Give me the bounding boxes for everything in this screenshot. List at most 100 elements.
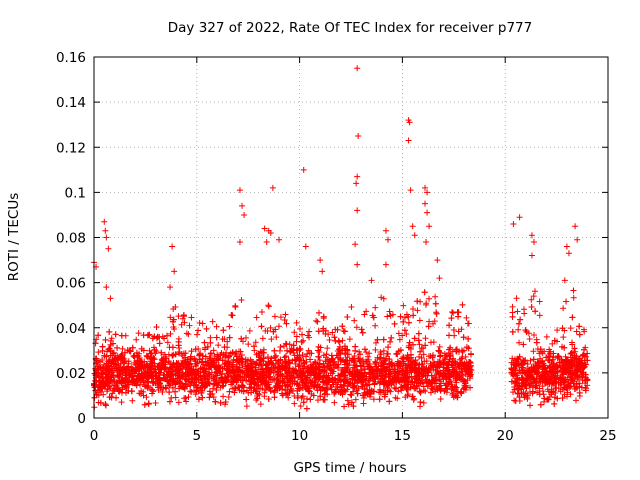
data-point	[376, 396, 383, 403]
data-point	[354, 261, 361, 268]
data-point	[143, 352, 150, 359]
data-point	[165, 369, 172, 376]
data-point	[191, 371, 198, 378]
data-point	[395, 388, 402, 395]
data-point	[385, 370, 392, 377]
data-point	[293, 338, 300, 345]
data-point	[175, 313, 182, 320]
data-point	[581, 346, 588, 353]
data-point	[378, 367, 385, 374]
data-point	[432, 388, 439, 395]
data-point	[510, 220, 517, 227]
data-point	[235, 358, 242, 365]
data-point	[434, 257, 441, 264]
data-point	[303, 374, 310, 381]
data-point	[415, 330, 422, 337]
data-point	[528, 232, 535, 239]
data-point	[172, 388, 179, 395]
data-point	[467, 384, 474, 391]
y-tick-label: 0.12	[56, 140, 86, 156]
data-point	[411, 379, 418, 386]
data-point	[126, 374, 133, 381]
data-point	[328, 384, 335, 391]
data-point	[451, 332, 458, 339]
data-point	[200, 369, 207, 376]
data-point	[417, 399, 424, 406]
data-point	[452, 346, 459, 353]
data-point	[455, 363, 462, 370]
data-point	[233, 353, 240, 360]
data-point	[100, 361, 107, 368]
data-point	[265, 395, 272, 402]
data-point	[312, 369, 319, 376]
data-point	[508, 378, 515, 385]
data-point	[172, 394, 179, 401]
data-point	[169, 243, 176, 250]
data-point	[150, 368, 157, 375]
data-point	[422, 184, 429, 191]
data-point	[461, 360, 468, 367]
data-point	[263, 383, 270, 390]
data-point	[567, 380, 574, 387]
data-point	[296, 362, 303, 369]
data-point	[299, 378, 306, 385]
data-point	[254, 393, 261, 400]
data-point	[315, 363, 322, 370]
data-point	[114, 372, 121, 379]
data-point	[174, 360, 181, 367]
y-tick-label: 0.02	[56, 366, 86, 382]
data-point	[261, 225, 268, 232]
data-point	[320, 396, 327, 403]
data-point	[116, 368, 123, 375]
data-point	[138, 345, 145, 352]
data-point	[405, 137, 412, 144]
data-point	[320, 373, 327, 380]
data-point	[300, 360, 307, 367]
data-point	[467, 372, 474, 379]
data-point	[267, 324, 274, 331]
data-point	[366, 350, 373, 357]
data-point	[263, 369, 270, 376]
data-point	[192, 363, 199, 370]
data-point	[465, 345, 472, 352]
data-point	[572, 348, 579, 355]
data-point	[99, 357, 106, 364]
data-point	[344, 358, 351, 365]
data-point	[584, 357, 591, 364]
data-point	[108, 335, 115, 342]
data-point	[436, 371, 443, 378]
data-point	[207, 391, 214, 398]
data-point	[563, 243, 570, 250]
data-point	[543, 333, 550, 340]
data-point	[196, 352, 203, 359]
data-point	[284, 375, 291, 382]
data-point	[279, 372, 286, 379]
data-point	[341, 328, 348, 335]
data-point	[422, 200, 429, 207]
data-point	[151, 346, 158, 353]
data-point	[352, 343, 359, 350]
data-point	[536, 298, 543, 305]
data-point	[400, 302, 407, 309]
data-point	[158, 349, 165, 356]
data-point	[263, 378, 270, 385]
data-point	[372, 346, 379, 353]
data-point	[363, 382, 370, 389]
data-point	[328, 367, 335, 374]
data-point	[526, 382, 533, 389]
data-point	[111, 386, 118, 393]
data-point	[557, 381, 564, 388]
data-point	[410, 341, 417, 348]
data-point	[252, 339, 259, 346]
data-point	[291, 378, 298, 385]
x-tick-label: 25	[599, 428, 616, 444]
data-point	[112, 354, 119, 361]
data-point	[560, 305, 567, 312]
data-point	[280, 377, 287, 384]
data-point	[552, 365, 559, 372]
data-point	[344, 397, 351, 404]
x-axis-label: GPS time / hours	[293, 460, 406, 476]
data-point	[509, 355, 516, 362]
data-point	[251, 384, 258, 391]
data-point	[316, 383, 323, 390]
